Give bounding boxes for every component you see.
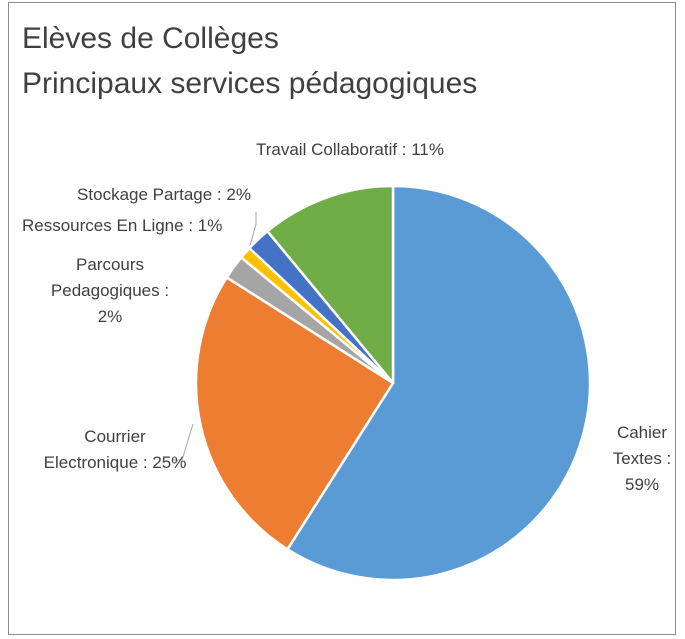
data-label: Travail Collaboratif : 11% — [255, 140, 445, 159]
data-label: Courrier Electronique : 25% — [43, 427, 187, 472]
leader-line — [249, 212, 257, 247]
pie-slice — [194, 276, 395, 551]
leader-line — [172, 423, 194, 461]
data-label: Parcours Pedagogiques : 2% — [50, 255, 170, 326]
data-label: Cahier Textes : 59% — [612, 423, 672, 494]
data-label: Stockage Partage : 2% — [77, 185, 251, 204]
chart-frame — [8, 2, 676, 635]
pie-slice — [266, 184, 395, 385]
chart-subtitle: Principaux services pédagogiques — [22, 67, 478, 100]
chart-title: Elèves de Collèges — [22, 22, 279, 55]
pie-slice — [286, 184, 592, 582]
data-label: Ressources En Ligne : 1% — [22, 216, 223, 235]
